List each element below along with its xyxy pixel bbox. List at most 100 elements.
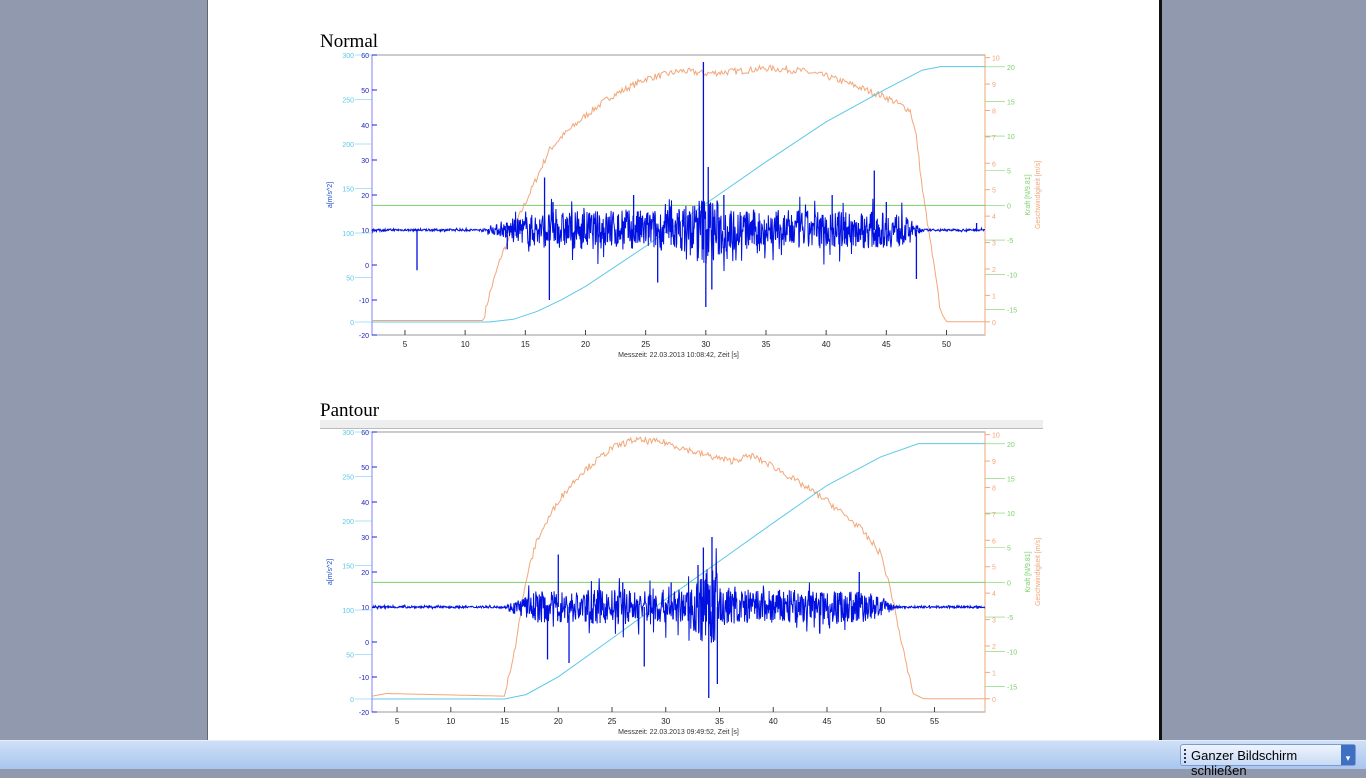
x-tick-label: 20 bbox=[581, 340, 590, 349]
left-tick-label: 60 bbox=[361, 430, 369, 437]
x-tick-label: 45 bbox=[823, 717, 832, 726]
left-tick-label: 30 bbox=[361, 535, 369, 542]
x-tick-label: 10 bbox=[446, 717, 455, 726]
force-tick-label: 10 bbox=[1007, 134, 1015, 141]
x-axis-label: Messzeit: 22.03.2013 10:08:42, Zeit [s] bbox=[618, 352, 739, 359]
left-tick-label: 0 bbox=[365, 640, 369, 647]
x-tick-label: 25 bbox=[608, 717, 617, 726]
close-fullscreen-label: Ganzer Bildschirm schließen bbox=[1191, 748, 1298, 778]
x-tick-label: 30 bbox=[661, 717, 670, 726]
force-tick-label: 0 bbox=[1007, 580, 1011, 587]
x-tick-label: 15 bbox=[500, 717, 509, 726]
series-speed bbox=[371, 435, 985, 700]
speed-tick-label: 10 bbox=[992, 56, 1000, 63]
left-tick-label: 20 bbox=[361, 193, 369, 200]
chart-title-pantour: Pantour bbox=[320, 400, 380, 421]
left-tick-label: 0 bbox=[365, 263, 369, 270]
x-axis-label: Messzeit: 22.03.2013 09:49:52, Zeit [s] bbox=[618, 729, 739, 736]
speed-tick-label: 9 bbox=[992, 82, 996, 89]
force-tick-label: 15 bbox=[1007, 99, 1015, 106]
plot-frame bbox=[371, 54, 986, 336]
force-axis-label: Kraft [N/9.81] bbox=[1025, 551, 1032, 592]
force-tick-label: 15 bbox=[1007, 476, 1015, 483]
speed-tick-label: 4 bbox=[992, 591, 996, 598]
left2-tick-label: 50 bbox=[346, 276, 354, 283]
x-tick-label: 15 bbox=[521, 340, 530, 349]
x-tick-label: 50 bbox=[942, 340, 951, 349]
speed-tick-label: 0 bbox=[992, 320, 996, 327]
document-page bbox=[207, 0, 1162, 740]
force-tick-label: -10 bbox=[1007, 273, 1017, 280]
left-tick-label: 40 bbox=[361, 123, 369, 130]
speed-tick-label: 6 bbox=[992, 161, 996, 168]
speed-tick-label: 5 bbox=[992, 188, 996, 195]
x-tick-label: 30 bbox=[701, 340, 710, 349]
speed-tick-label: 8 bbox=[992, 485, 996, 492]
x-tick-label: 50 bbox=[876, 717, 885, 726]
x-tick-label: 35 bbox=[762, 340, 771, 349]
speed-tick-label: 3 bbox=[992, 618, 996, 625]
force-axis-label: Kraft [N/9.81] bbox=[1025, 174, 1032, 215]
left-tick-label: 50 bbox=[361, 88, 369, 95]
force-tick-label: -15 bbox=[1007, 307, 1017, 314]
taskbar: Ganzer Bildschirm schließen ▾ bbox=[0, 740, 1366, 778]
left-tick-label: -10 bbox=[359, 675, 369, 682]
chart-title-normal: Normal bbox=[320, 31, 379, 52]
x-tick-label: 40 bbox=[769, 717, 778, 726]
speed-tick-label: 2 bbox=[992, 267, 996, 274]
left-tick-label: -20 bbox=[359, 710, 369, 717]
left2-tick-label: 150 bbox=[342, 564, 354, 571]
close-fullscreen-button[interactable]: Ganzer Bildschirm schließen ▾ bbox=[1180, 744, 1356, 778]
speed-tick-label: 9 bbox=[992, 459, 996, 466]
speed-tick-label: 10 bbox=[992, 433, 1000, 440]
force-tick-label: -15 bbox=[1007, 684, 1017, 691]
speed-tick-label: 0 bbox=[992, 697, 996, 704]
speed-tick-label: 1 bbox=[992, 293, 996, 300]
left2-tick-label: 50 bbox=[346, 653, 354, 660]
left-tick-label: -10 bbox=[359, 298, 369, 305]
force-tick-label: 5 bbox=[1007, 546, 1011, 553]
speed-axis-label: Geschwindigkeit [m/s] bbox=[1035, 161, 1042, 229]
speed-tick-label: 6 bbox=[992, 538, 996, 545]
chevron-down-icon[interactable]: ▾ bbox=[1341, 745, 1355, 765]
x-tick-label: 45 bbox=[882, 340, 891, 349]
left-tick-label: -20 bbox=[359, 333, 369, 340]
speed-tick-label: 4 bbox=[992, 214, 996, 221]
speed-tick-label: 7 bbox=[992, 135, 996, 142]
speed-tick-label: 7 bbox=[992, 512, 996, 519]
left-tick-label: 40 bbox=[361, 500, 369, 507]
speed-tick-label: 2 bbox=[992, 644, 996, 651]
left-axis-label: a[m/s^2] bbox=[327, 182, 334, 208]
left2-tick-label: 150 bbox=[342, 187, 354, 194]
left-tick-label: 30 bbox=[361, 158, 369, 165]
force-tick-label: 5 bbox=[1007, 169, 1011, 176]
left2-tick-label: 100 bbox=[342, 231, 354, 238]
left2-tick-label: 300 bbox=[342, 430, 354, 437]
force-tick-label: -5 bbox=[1007, 238, 1013, 245]
left2-tick-label: 200 bbox=[342, 142, 354, 149]
force-tick-label: 20 bbox=[1007, 65, 1015, 72]
force-tick-label: 0 bbox=[1007, 203, 1011, 210]
series-accel bbox=[371, 548, 986, 643]
force-tick-label: -5 bbox=[1007, 615, 1013, 622]
x-tick-label: 10 bbox=[461, 340, 470, 349]
x-tick-label: 35 bbox=[715, 717, 724, 726]
x-tick-label: 5 bbox=[403, 340, 408, 349]
x-tick-label: 20 bbox=[554, 717, 563, 726]
left2-tick-label: 100 bbox=[342, 608, 354, 615]
series-left2 bbox=[372, 443, 985, 700]
left-tick-label: 20 bbox=[361, 570, 369, 577]
x-tick-label: 5 bbox=[395, 717, 400, 726]
left-tick-label: 10 bbox=[361, 605, 369, 612]
grip-icon bbox=[1184, 749, 1188, 763]
left-axis-label: a[m/s^2] bbox=[327, 559, 334, 585]
left-tick-label: 60 bbox=[361, 53, 369, 60]
series-left2 bbox=[372, 66, 985, 323]
x-tick-label: 40 bbox=[822, 340, 831, 349]
left2-tick-label: 250 bbox=[342, 98, 354, 105]
plot-frame bbox=[371, 431, 986, 713]
x-tick-label: 25 bbox=[641, 340, 650, 349]
series-speed bbox=[372, 64, 985, 323]
